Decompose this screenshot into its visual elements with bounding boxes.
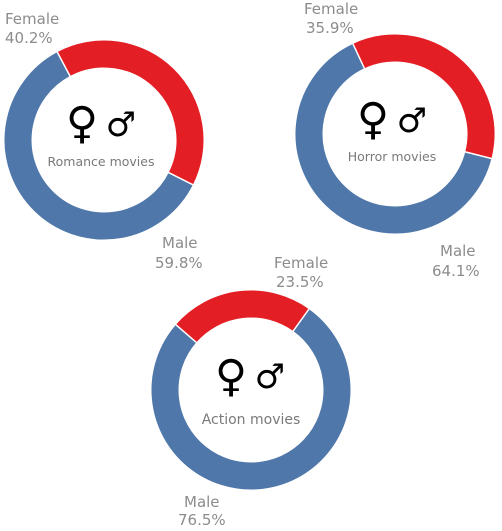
slice-separator <box>464 150 493 160</box>
donut-slice-female <box>57 40 204 185</box>
slice-separator <box>167 171 195 186</box>
donut-slice-male <box>151 309 351 490</box>
donut-center-label: Action movies <box>202 412 301 428</box>
male-data-label: 76.5% <box>178 511 226 529</box>
donut-chart-romance: ♀ ♂ Romance movies Female 40.2% Male 59.… <box>4 10 204 272</box>
donut-slices-horror <box>295 34 495 234</box>
donut-center-label: Horror movies <box>348 149 437 164</box>
donut-chart-horror: ♀ ♂ Horror movies Female 35.9% Male 64.1… <box>295 0 495 280</box>
donut-center-label: Romance movies <box>48 154 155 169</box>
male-symbol-icon: ♂ <box>255 357 285 397</box>
donut-slice-male <box>4 52 193 240</box>
donut-slice-male <box>295 43 492 234</box>
donut-slices-action <box>151 290 351 490</box>
female-data-label: 40.2% <box>5 29 53 47</box>
female-symbol-icon: ♀ <box>66 98 98 149</box>
female-data-label: 35.9% <box>306 19 354 37</box>
male-series-name: Male <box>184 493 220 511</box>
male-series-name: Male <box>440 242 476 260</box>
female-data-label: 23.5% <box>276 273 324 291</box>
slice-separator <box>174 323 198 344</box>
male-series-name: Male <box>162 234 198 252</box>
female-series-name: Female <box>304 0 358 18</box>
male-data-label: 59.8% <box>155 254 203 272</box>
female-series-name: Female <box>5 10 59 28</box>
female-series-name: Female <box>274 254 328 272</box>
donut-slices-romance <box>4 40 204 240</box>
male-data-label: 64.1% <box>432 262 480 280</box>
donut-chart-action: ♀ ♂ Action movies Female 23.5% Male 76.5… <box>151 254 351 529</box>
slice-separator <box>351 42 366 70</box>
male-symbol-icon: ♂ <box>106 105 136 145</box>
female-symbol-icon: ♀ <box>357 94 389 145</box>
male-symbol-icon: ♂ <box>397 101 427 141</box>
female-symbol-icon: ♀ <box>215 351 247 402</box>
donut-slice-female <box>175 290 309 343</box>
donut-slice-female <box>352 34 495 159</box>
slice-separator <box>292 307 311 333</box>
slice-separator <box>56 50 72 78</box>
